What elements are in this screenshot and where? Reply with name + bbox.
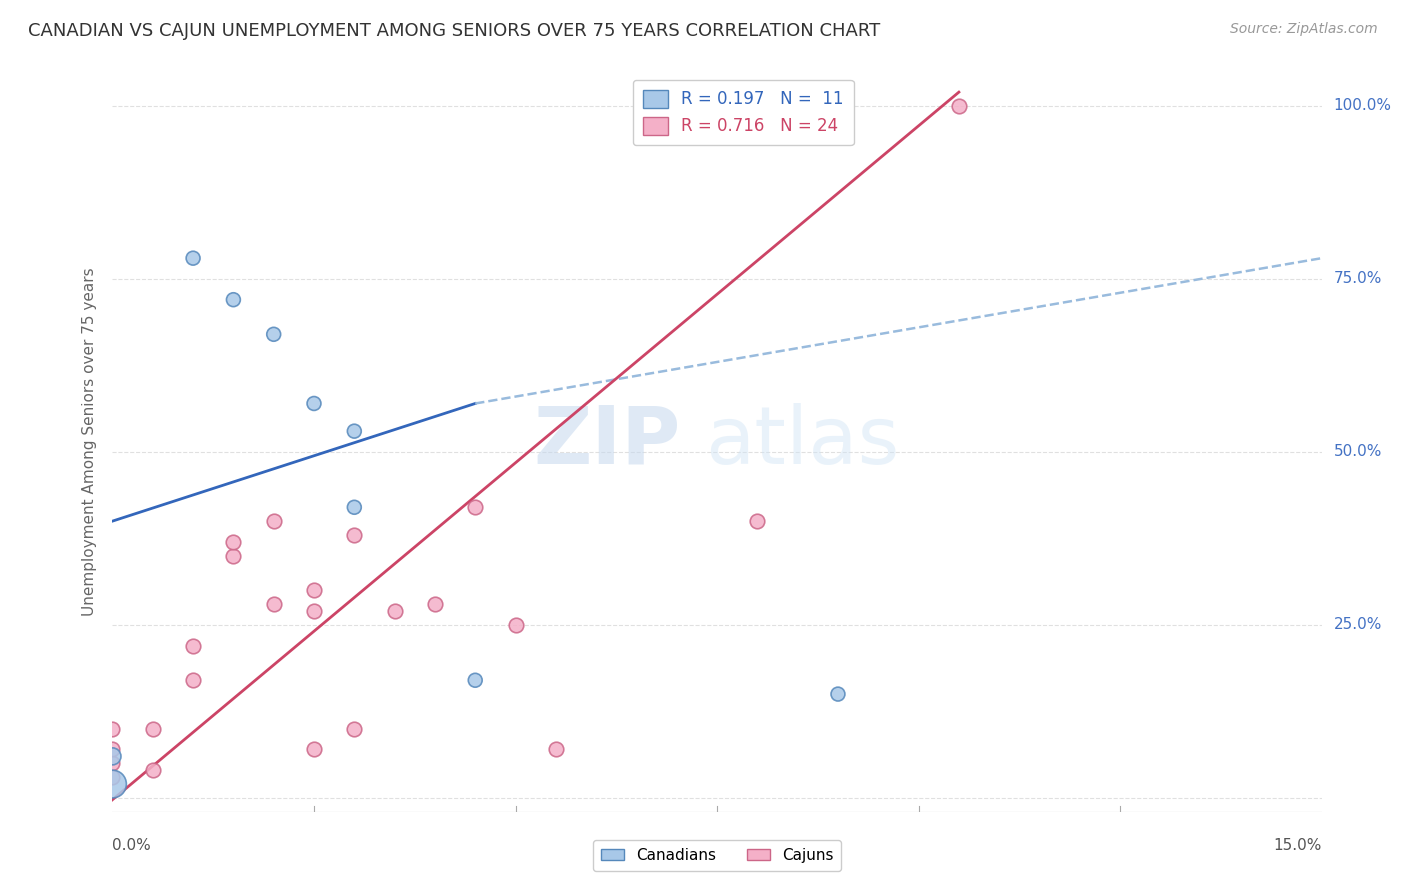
- Point: [263, 327, 285, 342]
- Legend: Canadians, Cajuns: Canadians, Cajuns: [593, 840, 841, 871]
- Text: ZIP: ZIP: [533, 402, 681, 481]
- Text: atlas: atlas: [704, 402, 900, 481]
- Point: [101, 742, 124, 756]
- Point: [222, 549, 245, 563]
- Point: [263, 514, 285, 528]
- Point: [464, 500, 486, 515]
- Text: 100.0%: 100.0%: [1334, 98, 1392, 113]
- Text: CANADIAN VS CAJUN UNEMPLOYMENT AMONG SENIORS OVER 75 YEARS CORRELATION CHART: CANADIAN VS CAJUN UNEMPLOYMENT AMONG SEN…: [28, 22, 880, 40]
- Point: [302, 604, 325, 618]
- Text: 0.0%: 0.0%: [112, 838, 152, 853]
- Point: [101, 749, 124, 764]
- Point: [343, 424, 366, 438]
- Point: [948, 99, 970, 113]
- Point: [302, 742, 325, 756]
- Point: [302, 583, 325, 598]
- Point: [343, 722, 366, 736]
- Point: [181, 251, 204, 265]
- Point: [142, 722, 165, 736]
- Text: 75.0%: 75.0%: [1334, 271, 1382, 286]
- Point: [181, 673, 204, 688]
- Point: [464, 673, 486, 688]
- Text: 50.0%: 50.0%: [1334, 444, 1382, 459]
- Point: [423, 597, 446, 611]
- Text: Source: ZipAtlas.com: Source: ZipAtlas.com: [1230, 22, 1378, 37]
- Point: [142, 763, 165, 777]
- Y-axis label: Unemployment Among Seniors over 75 years: Unemployment Among Seniors over 75 years: [82, 268, 97, 615]
- Point: [263, 597, 285, 611]
- Point: [343, 528, 366, 542]
- Point: [505, 618, 527, 632]
- Point: [747, 514, 769, 528]
- Point: [544, 742, 567, 756]
- Point: [181, 639, 204, 653]
- Point: [302, 396, 325, 410]
- Text: 25.0%: 25.0%: [1334, 617, 1382, 632]
- Point: [827, 687, 849, 701]
- Point: [343, 500, 366, 515]
- Point: [101, 777, 124, 791]
- Point: [101, 756, 124, 771]
- Point: [222, 293, 245, 307]
- Point: [222, 534, 245, 549]
- Point: [384, 604, 406, 618]
- Point: [101, 770, 124, 784]
- Text: 15.0%: 15.0%: [1274, 838, 1322, 853]
- Point: [101, 722, 124, 736]
